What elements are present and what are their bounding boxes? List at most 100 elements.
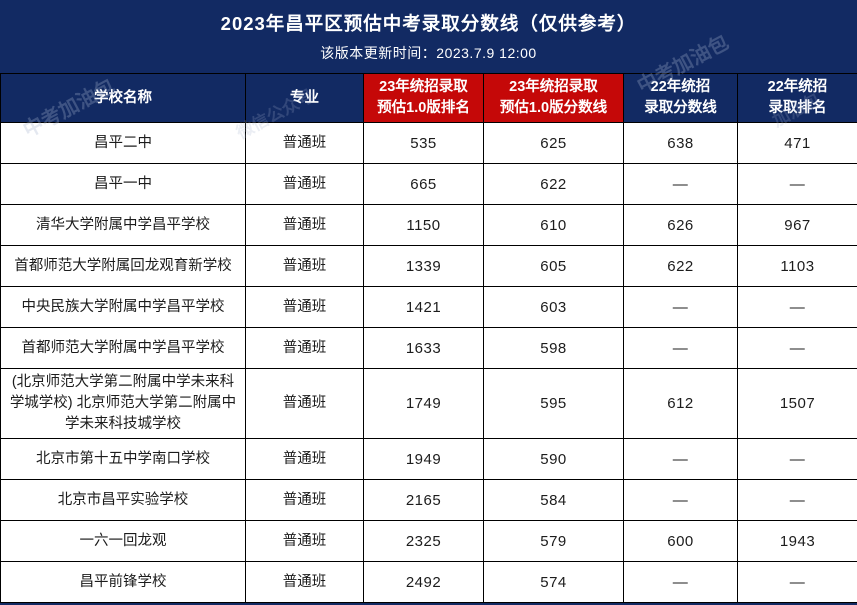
cell-rank-2022: 471 [737,122,857,164]
cell-score-2023: 622 [483,163,624,205]
column-header-label: 23年统招录取 [379,79,468,95]
cell-score-2023: 610 [483,204,624,246]
cell-score-2023: 584 [483,479,624,521]
column-header-score-2023: 23年统招录取 预估1.0版分数线 [483,73,624,123]
cell-score-2022: — [623,286,738,328]
score-table: 学校名称 专业 23年统招录取 预估1.0版排名 [0,73,857,603]
table-row: 北京市昌平实验学校 普通班 2165 584— — [0,479,857,521]
column-header-label: 专业 [290,89,319,106]
cell-score-2022: 622 [623,245,738,287]
table-row: 首都师范大学附属中学昌平学校 普通班 1633 598— — [0,327,857,369]
column-header-label: 学校名称 [94,89,152,106]
cell-school: 一六一回龙观 [0,520,246,562]
cell-score-2023: 579 [483,520,624,562]
cell-program: 普通班 [245,520,364,562]
cell-score-2022: — [623,561,738,603]
cell-rank-2022: 1943 [737,520,857,562]
cell-rank-2022: — [737,561,857,603]
cell-score-2023: 595 [483,368,624,439]
page-title: 2023年昌平区预估中考录取分数线（仅供参考） [220,13,637,34]
table-row: 一六一回龙观 普通班 2325 579 600 1943 [0,520,857,562]
cell-program: 普通班 [245,368,364,439]
table-row: 中央民族大学附属中学昌平学校 普通班 1421 603— — [0,286,857,328]
cell-rank-2023: 665 [363,163,484,205]
cell-program: 普通班 [245,327,364,369]
cell-rank-2022: — [737,479,857,521]
cell-rank-2023: 1150 [363,204,484,246]
cell-program: 普通班 [245,286,364,328]
cell-rank-2023: 1339 [363,245,484,287]
cell-school: 中央民族大学附属中学昌平学校 [0,286,246,328]
cell-score-2022: — [623,479,738,521]
cell-rank-2023: 2492 [363,561,484,603]
cell-rank-2022: 1507 [737,368,857,439]
table-row: (北京师范大学第二附属中学未来科学城学校) 北京师范大学第二附属中学未来科技城学… [0,368,857,439]
cell-score-2022: — [623,327,738,369]
cell-rank-2022: 967 [737,204,857,246]
column-header-rank-2022: 22年统招 录取排名 [737,73,857,123]
cell-rank-2023: 1749 [363,368,484,439]
table-row: 首都师范大学附属回龙观育新学校 普通班 1339 605 622 1103 [0,245,857,287]
column-header-label: 23年统招录取 [509,79,598,95]
table-row: 昌平前锋学校 普通班 2492 574— — [0,561,857,603]
column-header-label: 预估1.0版排名 [377,100,470,116]
cell-program: 普通班 [245,245,364,287]
column-header-label: 录取分数线 [644,100,717,116]
table-row: 北京市第十五中学南口学校 普通班 1949 590— — [0,438,857,480]
cell-score-2022: 600 [623,520,738,562]
column-header-label: 预估1.0版分数线 [499,100,608,116]
cell-program: 普通班 [245,561,364,603]
column-header-label: 录取排名 [768,100,827,116]
cell-rank-2022: — [737,163,857,205]
table-header: 学校名称 专业 23年统招录取 预估1.0版排名 [0,73,857,123]
cell-program: 普通班 [245,122,364,164]
cell-school: 首都师范大学附属回龙观育新学校 [0,245,246,287]
cell-school: 昌平二中 [0,122,246,164]
cell-school: 昌平前锋学校 [0,561,246,603]
update-time: 该版本更新时间：2023.7.9 12:00 [320,45,537,61]
cell-school: 首都师范大学附属中学昌平学校 [0,327,246,369]
cell-score-2023: 590 [483,438,624,480]
cell-score-2023: 574 [483,561,624,603]
cell-rank-2023: 1421 [363,286,484,328]
cell-score-2023: 603 [483,286,624,328]
cell-school: 北京市昌平实验学校 [0,479,246,521]
column-header-score-2022: 22年统招 录取分数线 [623,73,738,123]
table-row: 昌平二中 普通班 535 625 638 471 [0,122,857,164]
cell-school: 北京市第十五中学南口学校 [0,438,246,480]
cell-score-2022: 638 [623,122,738,164]
cell-program: 普通班 [245,163,364,205]
cell-school: (北京师范大学第二附属中学未来科学城学校) 北京师范大学第二附属中学未来科技城学… [0,368,246,439]
cell-score-2022: — [623,438,738,480]
title-bar: 2023年昌平区预估中考录取分数线（仅供参考） 该版本更新时间：2023.7.9… [0,0,857,73]
cell-rank-2022: — [737,327,857,369]
column-header-label: 22年统招 [767,79,828,95]
cell-school: 昌平一中 [0,163,246,205]
table-body: 昌平二中 普通班 535 625 638 471 昌平一中 普通班 665 622— — 清华大学附属… [0,122,857,603]
column-header-school: 学校名称 [0,73,246,123]
cell-rank-2023: 1633 [363,327,484,369]
cell-rank-2022: — [737,438,857,480]
cell-score-2023: 605 [483,245,624,287]
cell-rank-2023: 1949 [363,438,484,480]
cell-rank-2023: 2325 [363,520,484,562]
cell-rank-2023: 535 [363,122,484,164]
cell-score-2022: 612 [623,368,738,439]
cell-rank-2022: — [737,286,857,328]
cell-score-2023: 598 [483,327,624,369]
cell-score-2023: 625 [483,122,624,164]
column-header-program: 专业 [245,73,364,123]
cell-rank-2023: 2165 [363,479,484,521]
header-row: 学校名称 专业 23年统招录取 预估1.0版排名 [0,73,857,123]
cell-program: 普通班 [245,438,364,480]
cell-program: 普通班 [245,204,364,246]
cell-score-2022: — [623,163,738,205]
table-row: 昌平一中 普通班 665 622— — [0,163,857,205]
cell-score-2022: 626 [623,204,738,246]
cell-school: 清华大学附属中学昌平学校 [0,204,246,246]
column-header-rank-2023: 23年统招录取 预估1.0版排名 [363,73,484,123]
cell-program: 普通班 [245,479,364,521]
cell-rank-2022: 1103 [737,245,857,287]
column-header-label: 22年统招 [650,79,711,95]
